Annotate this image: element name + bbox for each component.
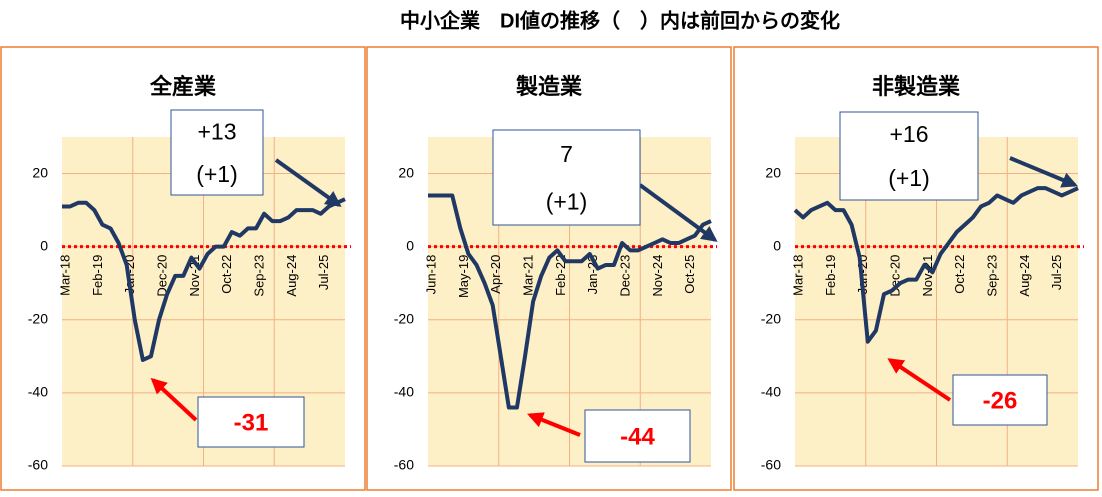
x-tick-label: Sep-23 (984, 255, 999, 297)
x-tick-label: Oct-25 (682, 255, 697, 294)
x-tick-label: Mar-18 (790, 255, 805, 296)
y-tick-label: -40 (28, 384, 48, 400)
panel-frame (0, 46, 366, 491)
annotation-text: (+1) (888, 165, 930, 191)
x-tick-label: Aug-24 (284, 255, 299, 297)
x-tick-label: Feb-22 (553, 255, 568, 296)
annotation-text: -44 (620, 423, 655, 450)
x-tick-label: Apr-20 (488, 255, 503, 294)
annotation-arrow (1009, 156, 1078, 188)
y-tick-label: 20 (398, 164, 414, 180)
y-tick-label: -40 (394, 384, 414, 400)
y-tick-label: 0 (773, 237, 781, 253)
annotation-box (170, 109, 264, 196)
panel-frame (366, 46, 732, 491)
panel-title: 製造業 (515, 74, 583, 99)
x-tick-label: Dec-23 (617, 255, 632, 297)
y-tick-label: 0 (406, 237, 414, 253)
x-tick-label: Dec-20 (154, 255, 169, 297)
page-title: 中小企業 DI値の推移（ ）内は前回からの変化 (400, 8, 840, 32)
x-tick-label: Jul-25 (316, 255, 331, 290)
x-tick-label: Feb-19 (823, 255, 838, 296)
x-tick-label: May-19 (456, 255, 471, 298)
annotation-text: (+1) (196, 161, 238, 187)
annotation-box (584, 409, 691, 463)
y-tick-label: -20 (28, 310, 48, 326)
y-tick-label: -60 (28, 457, 48, 473)
annotation-box (952, 374, 1048, 426)
panel-title: 全産業 (149, 74, 217, 99)
y-tick-label: -60 (761, 457, 781, 473)
data-line (793, 186, 1079, 344)
annotation-box (197, 396, 305, 448)
x-tick-label: Nov-21 (920, 255, 935, 297)
x-tick-label: Oct-22 (952, 255, 967, 294)
x-tick-label: Sep-23 (251, 255, 266, 297)
annotation-box (492, 129, 641, 226)
annotation-arrow (150, 377, 198, 422)
data-line (428, 193, 712, 410)
annotation-text: -26 (983, 387, 1018, 414)
annotation-text: (+1) (546, 188, 588, 214)
panel-title: 非製造業 (872, 74, 961, 99)
x-tick-label: Nov-24 (650, 255, 665, 297)
annotation-arrow (274, 158, 342, 207)
annotation-text: 7 (560, 141, 573, 167)
y-tick-label: -20 (394, 310, 414, 326)
y-tick-label: -60 (394, 457, 414, 473)
y-tick-label: -40 (761, 384, 781, 400)
x-tick-label: Jun-18 (423, 255, 438, 295)
x-tick-label: Oct-22 (219, 255, 234, 294)
annotation-arrow (887, 358, 952, 402)
y-tick-label: -20 (761, 310, 781, 326)
x-tick-label: Mar-18 (57, 255, 72, 296)
x-tick-label: Jul-25 (1049, 255, 1064, 290)
y-tick-label: 20 (32, 164, 48, 180)
annotation-arrow (638, 183, 718, 242)
annotation-box (839, 111, 979, 201)
panel-frame (733, 46, 1099, 491)
annotation-text: +13 (197, 118, 236, 144)
y-tick-label: 0 (40, 237, 48, 253)
x-tick-label: Mar-21 (520, 255, 535, 296)
annotation-arrow (527, 412, 581, 437)
data-line (62, 197, 346, 362)
annotation-text: -31 (234, 409, 269, 436)
annotation-text: +16 (889, 121, 928, 147)
x-tick-label: Feb-19 (90, 255, 105, 296)
x-tick-label: Aug-24 (1017, 255, 1032, 297)
y-tick-label: 20 (765, 164, 781, 180)
